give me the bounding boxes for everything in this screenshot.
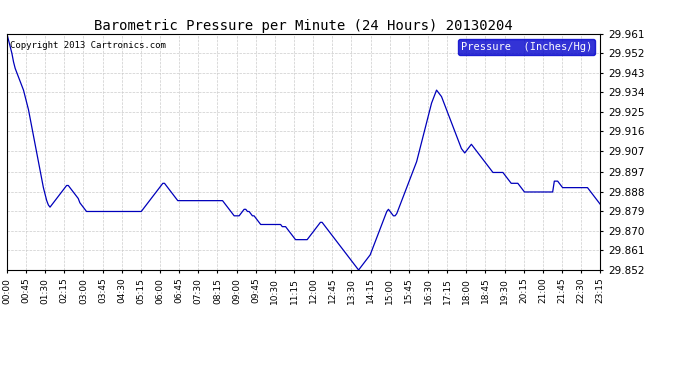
Legend: Pressure  (Inches/Hg): Pressure (Inches/Hg) bbox=[457, 39, 595, 55]
Title: Barometric Pressure per Minute (24 Hours) 20130204: Barometric Pressure per Minute (24 Hours… bbox=[95, 19, 513, 33]
Text: Copyright 2013 Cartronics.com: Copyright 2013 Cartronics.com bbox=[10, 41, 166, 50]
